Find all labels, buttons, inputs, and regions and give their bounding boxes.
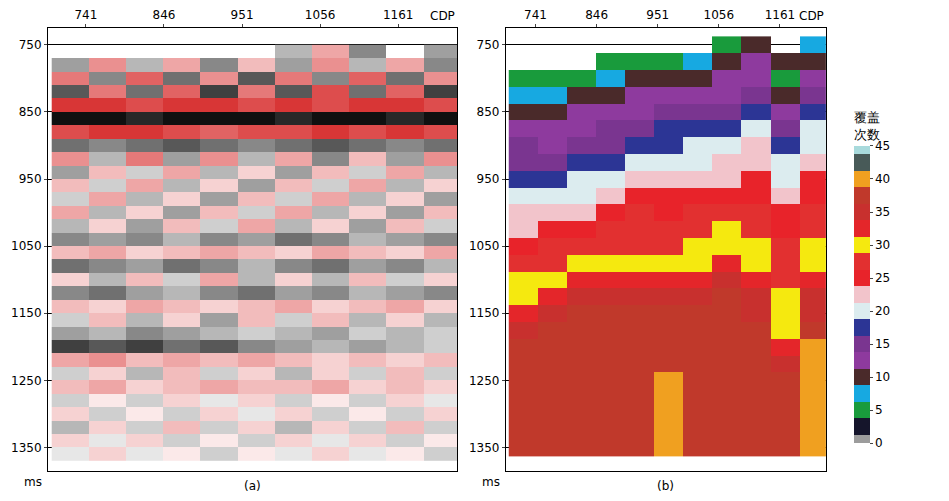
svg-text:35: 35 xyxy=(875,205,890,219)
svg-text:750: 750 xyxy=(19,38,42,52)
svg-text:30: 30 xyxy=(875,238,890,252)
svg-text:1250: 1250 xyxy=(11,374,42,388)
svg-text:5: 5 xyxy=(875,403,883,417)
svg-text:(b): (b) xyxy=(657,479,674,493)
svg-text:25: 25 xyxy=(875,271,890,285)
svg-text:951: 951 xyxy=(231,8,254,22)
svg-text:1150: 1150 xyxy=(11,306,42,320)
svg-text:ms: ms xyxy=(482,475,500,489)
svg-text:20: 20 xyxy=(875,304,890,318)
svg-text:950: 950 xyxy=(477,172,500,186)
svg-text:950: 950 xyxy=(19,172,42,186)
svg-text:1050: 1050 xyxy=(469,239,500,253)
svg-text:1056: 1056 xyxy=(704,8,735,22)
svg-text:CDP: CDP xyxy=(430,9,455,23)
svg-text:ms: ms xyxy=(24,475,42,489)
svg-text:1056: 1056 xyxy=(305,8,336,22)
svg-text:(a): (a) xyxy=(244,479,261,493)
svg-text:1150: 1150 xyxy=(469,306,500,320)
svg-text:1350: 1350 xyxy=(469,441,500,455)
svg-text:0: 0 xyxy=(875,436,883,450)
svg-text:40: 40 xyxy=(875,172,890,186)
svg-text:1250: 1250 xyxy=(469,374,500,388)
svg-text:45: 45 xyxy=(875,139,890,153)
svg-text:10: 10 xyxy=(875,370,890,384)
svg-text:846: 846 xyxy=(585,8,608,22)
svg-text:741: 741 xyxy=(74,8,97,22)
svg-text:1161: 1161 xyxy=(765,8,796,22)
svg-text:741: 741 xyxy=(524,8,547,22)
svg-text:15: 15 xyxy=(875,337,890,351)
svg-text:951: 951 xyxy=(646,8,669,22)
svg-text:846: 846 xyxy=(153,8,176,22)
svg-text:CDP: CDP xyxy=(799,9,824,23)
svg-text:覆盖次数: 覆盖次数 xyxy=(854,110,880,142)
svg-text:750: 750 xyxy=(477,38,500,52)
svg-text:1161: 1161 xyxy=(383,8,414,22)
svg-text:850: 850 xyxy=(19,105,42,119)
svg-text:1350: 1350 xyxy=(11,441,42,455)
svg-text:850: 850 xyxy=(477,105,500,119)
svg-text:1050: 1050 xyxy=(11,239,42,253)
